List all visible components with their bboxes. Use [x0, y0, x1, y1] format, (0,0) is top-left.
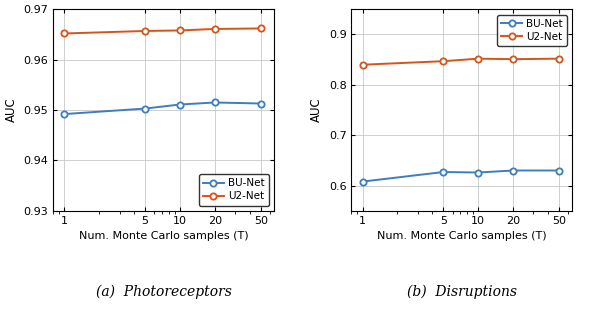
U2-Net	[142, 29, 149, 33]
Y-axis label: AUC: AUC	[310, 98, 323, 122]
BU-Net	[61, 112, 68, 116]
Text: (a)  Photoreceptors: (a) Photoreceptors	[96, 284, 231, 299]
Y-axis label: AUC: AUC	[5, 98, 18, 122]
U2-Net	[475, 57, 482, 60]
U2-Net	[510, 57, 517, 61]
Line: U2-Net: U2-Net	[359, 55, 562, 68]
BU-Net	[211, 101, 218, 104]
Line: BU-Net: BU-Net	[359, 167, 562, 185]
Text: (b)  Disruptions: (b) Disruptions	[407, 284, 517, 299]
X-axis label: Num. Monte Carlo samples (T): Num. Monte Carlo samples (T)	[377, 231, 547, 241]
BU-Net	[257, 102, 264, 105]
U2-Net	[176, 29, 183, 32]
U2-Net	[211, 27, 218, 31]
BU-Net	[176, 103, 183, 106]
U2-Net	[257, 27, 264, 30]
Line: U2-Net: U2-Net	[61, 25, 264, 37]
BU-Net	[142, 107, 149, 110]
BU-Net	[440, 170, 447, 174]
U2-Net	[556, 57, 563, 60]
Line: BU-Net: BU-Net	[61, 100, 264, 117]
BU-Net	[475, 170, 482, 174]
U2-Net	[440, 59, 447, 63]
U2-Net	[61, 32, 68, 35]
BU-Net	[510, 169, 517, 172]
U2-Net	[359, 63, 366, 67]
Legend: BU-Net, U2-Net: BU-Net, U2-Net	[497, 15, 567, 46]
X-axis label: Num. Monte Carlo samples (T): Num. Monte Carlo samples (T)	[78, 231, 248, 241]
BU-Net	[359, 180, 366, 184]
Legend: BU-Net, U2-Net: BU-Net, U2-Net	[199, 174, 269, 206]
BU-Net	[556, 169, 563, 172]
